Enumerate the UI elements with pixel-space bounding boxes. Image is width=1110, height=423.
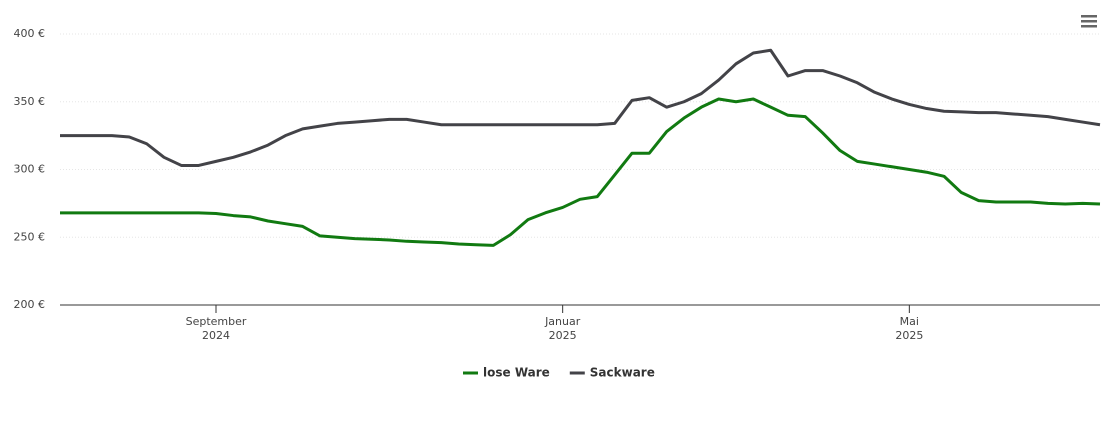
- y-tick-label: 400 €: [14, 27, 46, 40]
- y-tick-label: 200 €: [14, 298, 46, 311]
- line: [60, 48, 1101, 167]
- x-tick-label: September 2024: [186, 315, 247, 342]
- menu-button[interactable]: [1081, 15, 1097, 28]
- legend-item[interactable]: lose Ware: [463, 366, 550, 380]
- menu-bar: [1081, 20, 1097, 23]
- x-tick-label: Mai 2025: [895, 315, 923, 342]
- legend-label: lose Ware: [483, 366, 550, 380]
- x-tick-label: Januar 2025: [544, 315, 581, 342]
- y-tick-label: 350 €: [14, 95, 46, 108]
- legend-item[interactable]: Sackware: [569, 366, 655, 380]
- legend-label: Sackware: [590, 366, 655, 380]
- y-tick-label: 300 €: [14, 163, 46, 176]
- menu-bar: [1081, 25, 1097, 28]
- line: [60, 97, 1101, 247]
- menu-bar: [1081, 15, 1097, 18]
- legend: lose Ware Sackware: [463, 366, 655, 380]
- y-tick-label: 250 €: [14, 230, 46, 243]
